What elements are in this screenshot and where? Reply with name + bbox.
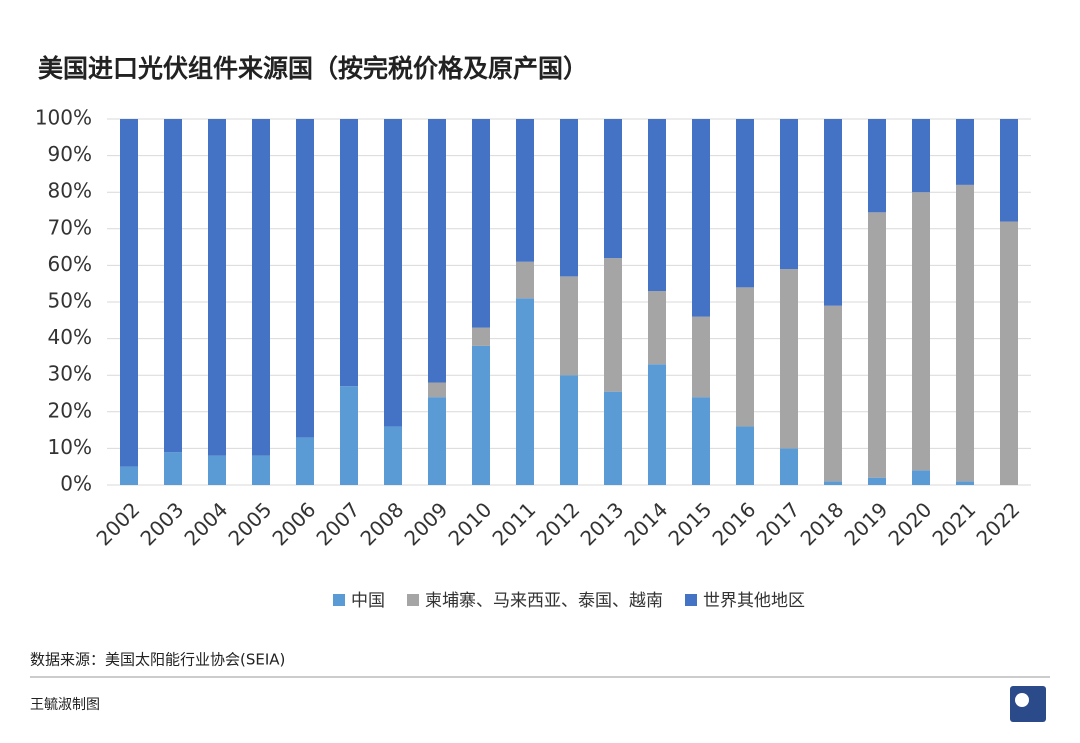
bar-segment: [604, 119, 622, 259]
bar-segment: [780, 119, 798, 270]
bar-segment: [516, 298, 534, 485]
bar-segment: [912, 192, 930, 471]
y-tick-label: 50%: [48, 289, 92, 313]
bar-segment: [868, 119, 886, 213]
bar-segment: [516, 119, 534, 262]
bar-segment: [824, 305, 842, 482]
bar-segment: [956, 184, 974, 482]
bar-segment: [560, 375, 578, 485]
source-note: 数据来源：美国太阳能行业协会(SEIA): [30, 651, 285, 669]
bar-segment: [384, 426, 402, 485]
bar-segment: [560, 119, 578, 277]
bar-segment: [208, 455, 226, 485]
legend-swatch: [333, 594, 345, 606]
bar-segment: [912, 470, 930, 485]
bar-segment: [692, 316, 710, 398]
bar-segment: [472, 327, 490, 346]
bar-segment: [164, 452, 182, 485]
y-tick-label: 70%: [48, 215, 92, 239]
credit: 王毓淑制图: [30, 697, 100, 713]
y-tick-label: 90%: [48, 142, 92, 166]
bar-segment: [648, 119, 666, 292]
bar-segment: [340, 119, 358, 387]
bar-segment: [648, 364, 666, 485]
bar-segment: [120, 119, 138, 467]
y-tick-label: 0%: [60, 472, 92, 496]
bar-segment: [296, 437, 314, 485]
bar-segment: [516, 261, 534, 299]
bar-segment: [296, 119, 314, 438]
bar-segment: [340, 386, 358, 485]
bar-segment: [780, 448, 798, 485]
bar-segment: [824, 481, 842, 485]
bar-segment: [1000, 119, 1018, 222]
bar-segment: [252, 455, 270, 485]
bar-segment: [736, 287, 754, 427]
y-tick-label: 100%: [35, 106, 92, 130]
bar-segment: [780, 269, 798, 449]
bar-segment: [164, 119, 182, 453]
bar-segment: [956, 481, 974, 485]
y-tick-label: 80%: [48, 179, 92, 203]
logo: [1010, 686, 1046, 722]
bar-segment: [868, 212, 886, 478]
y-tick-label: 60%: [48, 252, 92, 276]
bar-segment: [736, 426, 754, 485]
y-tick-label: 20%: [48, 398, 92, 422]
bar-segment: [560, 276, 578, 376]
bar-segment: [824, 119, 842, 306]
chart-title: 美国进口光伏组件来源国（按完税价格及原产国）: [38, 54, 588, 83]
logo-mark: [1015, 693, 1029, 707]
bar-segment: [208, 119, 226, 456]
bar-segment: [692, 397, 710, 485]
bar-segment: [384, 119, 402, 427]
y-tick-label: 10%: [48, 435, 92, 459]
bar-segment: [472, 345, 490, 485]
legend-swatch: [407, 594, 419, 606]
bar-segment: [472, 119, 490, 328]
bar-segment: [428, 119, 446, 383]
legend-swatch: [685, 594, 697, 606]
y-tick-label: 40%: [48, 325, 92, 349]
bar-segment: [604, 258, 622, 392]
bar-segment: [1000, 221, 1018, 486]
bar-segment: [648, 291, 666, 365]
bar-segment: [252, 119, 270, 456]
y-tick-label: 30%: [48, 362, 92, 386]
bar-segment: [736, 119, 754, 288]
bar-segment: [120, 466, 138, 485]
legend-label: 柬埔寨、马来西亚、泰国、越南: [425, 591, 663, 611]
bar-segment: [868, 477, 886, 485]
legend: 中国 柬埔寨、马来西亚、泰国、越南 世界其他地区: [333, 591, 805, 611]
bar-segment: [428, 382, 446, 398]
bar-segment: [956, 119, 974, 185]
bar-segment: [912, 119, 930, 193]
bar-segment: [692, 119, 710, 317]
bar-segment: [604, 391, 622, 485]
bar-segment: [428, 397, 446, 485]
legend-label: 世界其他地区: [703, 591, 805, 611]
legend-label: 中国: [351, 591, 385, 611]
